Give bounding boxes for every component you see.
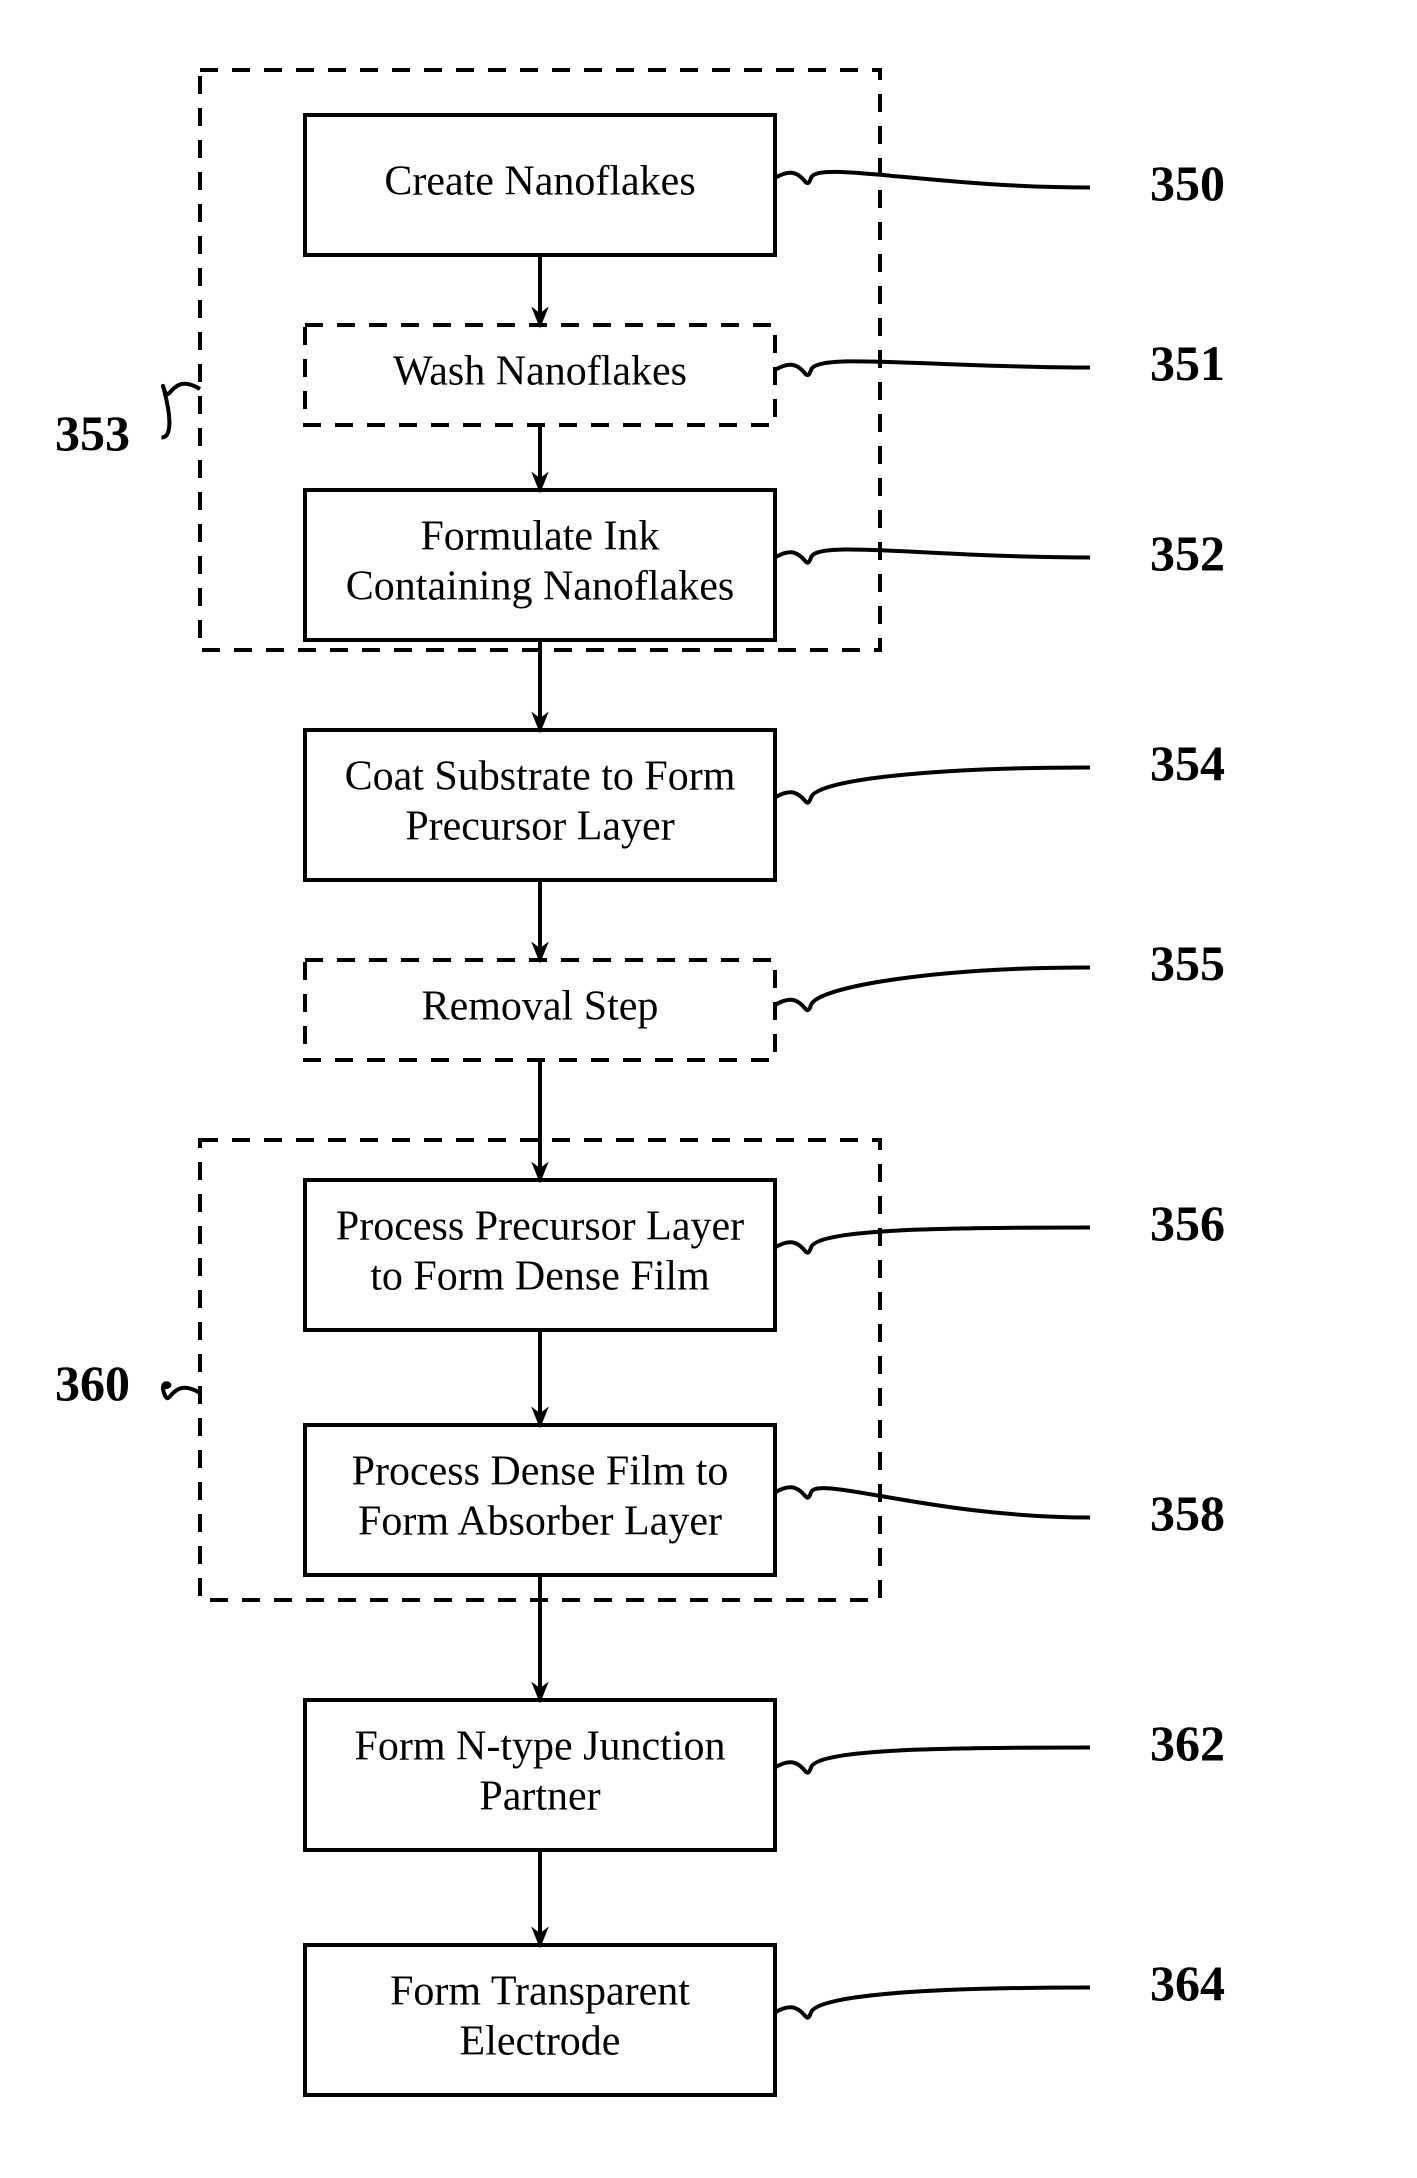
flow-step-b358: Process Dense Film toForm Absorber Layer	[305, 1425, 775, 1575]
step-label: to Form Dense Film	[370, 1254, 710, 1300]
ref-label-358: 358	[1150, 1485, 1225, 1541]
ref-label-353: 353	[55, 405, 130, 461]
leader-350	[775, 172, 1090, 188]
flow-step-b352: Formulate InkContaining Nanoflakes	[305, 490, 775, 640]
ref-label-356: 356	[1150, 1195, 1225, 1251]
leader-355	[775, 968, 1090, 1011]
step-label: Process Precursor Layer	[336, 1204, 744, 1250]
leader-352	[775, 550, 1090, 563]
step-label: Electrode	[460, 2019, 621, 2065]
leader-358	[775, 1487, 1090, 1517]
step-label: Create Nanoflakes	[384, 159, 695, 205]
ref-label-362: 362	[1150, 1715, 1225, 1771]
flow-step-b362: Form N-type JunctionPartner	[305, 1700, 775, 1850]
step-label: Form Absorber Layer	[358, 1499, 722, 1545]
flow-step-b351: Wash Nanoflakes	[305, 325, 775, 425]
leader-353	[162, 384, 201, 438]
flow-step-b354: Coat Substrate to FormPrecursor Layer	[305, 730, 775, 880]
step-label: Formulate Ink	[420, 514, 659, 560]
step-label: Process Dense Film to	[352, 1449, 729, 1495]
leader-360	[162, 1383, 201, 1398]
step-label: Form N-type Junction	[355, 1724, 726, 1770]
flow-step-b356: Process Precursor Layerto Form Dense Fil…	[305, 1180, 775, 1330]
ref-label-350: 350	[1150, 155, 1225, 211]
step-label: Precursor Layer	[405, 804, 674, 850]
leader-351	[775, 361, 1090, 375]
step-label: Form Transparent	[390, 1969, 690, 2015]
leader-356	[775, 1228, 1090, 1253]
ref-label-355: 355	[1150, 935, 1225, 991]
flow-step-b364: Form TransparentElectrode	[305, 1945, 775, 2095]
flow-step-b355: Removal Step	[305, 960, 775, 1060]
ref-label-352: 352	[1150, 525, 1225, 581]
leader-362	[775, 1748, 1090, 1773]
step-label: Wash Nanoflakes	[393, 349, 687, 395]
step-label: Containing Nanoflakes	[346, 564, 734, 610]
leader-354	[775, 768, 1090, 803]
leader-364	[775, 1988, 1090, 2018]
flowchart-canvas: Create Nanoflakes Wash Nanoflakes Formulat…	[0, 0, 1417, 2178]
step-label: Removal Step	[422, 984, 659, 1030]
ref-label-364: 364	[1150, 1955, 1225, 2011]
ref-label-360: 360	[55, 1355, 130, 1411]
flow-step-b350: Create Nanoflakes	[305, 115, 775, 255]
ref-label-354: 354	[1150, 735, 1225, 791]
step-label: Partner	[479, 1774, 600, 1820]
ref-label-351: 351	[1150, 335, 1225, 391]
step-label: Coat Substrate to Form	[345, 754, 736, 800]
